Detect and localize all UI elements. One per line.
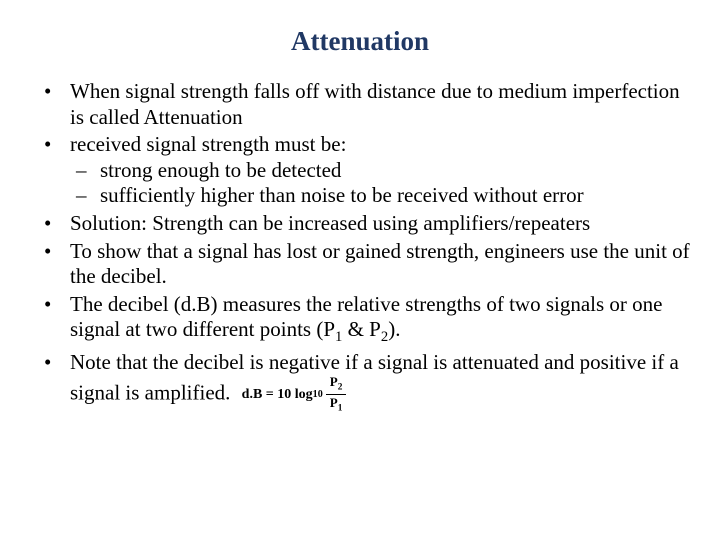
bullet-item: received signal strength must be: strong… — [30, 132, 690, 209]
bullet-text: When signal strength falls off with dist… — [70, 79, 680, 129]
fraction-denominator: P1 — [326, 395, 347, 414]
bullet-item: When signal strength falls off with dist… — [30, 79, 690, 130]
page-title: Attenuation — [30, 26, 690, 57]
fraction-numerator: P2 — [326, 375, 347, 395]
bullet-list: When signal strength falls off with dist… — [30, 79, 690, 414]
formula-log-sub: 10 — [313, 389, 323, 401]
formula-lhs: d.B = 10 log — [242, 386, 313, 403]
formula: d.B = 10 log10 P2 P1 — [242, 375, 347, 414]
sub-bullet-item: strong enough to be detected — [70, 158, 690, 184]
sub-bullet-text: sufficiently higher than noise to be rec… — [100, 183, 584, 207]
bullet-text-amp: & P — [342, 317, 381, 341]
bullet-text-post: ). — [388, 317, 400, 341]
sub-bullet-list: strong enough to be detected sufficientl… — [70, 158, 690, 209]
content-area: When signal strength falls off with dist… — [30, 79, 690, 414]
bullet-text: Solution: Strength can be increased usin… — [70, 211, 590, 235]
bullet-item: The decibel (d.B) measures the relative … — [30, 292, 690, 348]
fraction: P2 P1 — [326, 375, 347, 414]
bullet-item: To show that a signal has lost or gained… — [30, 239, 690, 290]
bullet-item: Solution: Strength can be increased usin… — [30, 211, 690, 237]
bullet-item: Note that the decibel is negative if a s… — [30, 350, 690, 415]
bullet-text: received signal strength must be: — [70, 132, 346, 156]
bullet-text: To show that a signal has lost or gained… — [70, 239, 690, 289]
bullet-text: Note that the decibel is negative if a s… — [70, 350, 679, 405]
sub-bullet-text: strong enough to be detected — [100, 158, 341, 182]
sub-bullet-item: sufficiently higher than noise to be rec… — [70, 183, 690, 209]
